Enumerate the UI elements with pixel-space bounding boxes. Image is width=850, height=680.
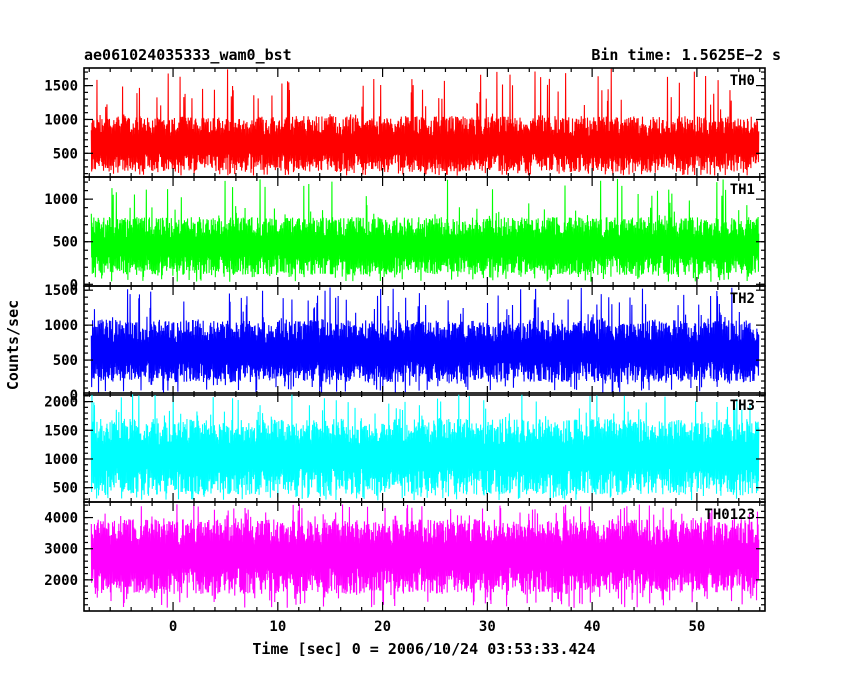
xtick-label: 50 — [688, 619, 705, 635]
th0-series-line — [90, 68, 760, 176]
bin-time-label: Bin time: 1.5625E−2 s — [591, 46, 781, 64]
th2-ytick-label: 0 — [70, 388, 78, 404]
y-axis-label: Counts/sec — [4, 300, 22, 390]
th0-series-label: TH0 — [730, 73, 755, 89]
xtick-label: 20 — [374, 619, 391, 635]
th0123-series-line — [90, 503, 760, 608]
th3-ytick-label: 2000 — [44, 395, 78, 411]
th1-series-line — [90, 178, 760, 282]
th0-ytick-label: 500 — [53, 146, 78, 162]
th1-ytick-label: 0 — [70, 277, 78, 293]
th2-series-line — [90, 287, 760, 394]
th3-series-line — [90, 394, 760, 501]
th2-ytick-label: 500 — [53, 353, 78, 369]
xtick-label: 40 — [584, 619, 601, 635]
th3-series-label: TH3 — [730, 398, 755, 414]
th0-ytick-label: 1000 — [44, 112, 78, 128]
th0123-ytick-label: 3000 — [44, 542, 78, 558]
chart-title: ae061024035333_wam0_bst — [84, 46, 292, 64]
th2-ytick-label: 1500 — [44, 283, 78, 299]
x-axis-label: Time [sec] 0 = 2006/10/24 03:53:33.424 — [252, 640, 595, 658]
th3-ytick-label: 1000 — [44, 452, 78, 468]
th3-ytick-label: 1500 — [44, 423, 78, 439]
th0123-ytick-label: 2000 — [44, 573, 78, 589]
th0-ytick-label: 1500 — [44, 79, 78, 95]
xtick-label: 10 — [269, 619, 286, 635]
th0123-ytick-label: 4000 — [44, 511, 78, 527]
th1-series-label: TH1 — [730, 182, 755, 198]
xtick-label: 30 — [479, 619, 496, 635]
th1-ytick-label: 1000 — [44, 192, 78, 208]
th2-series-label: TH2 — [730, 291, 755, 307]
th1-ytick-label: 500 — [53, 235, 78, 251]
xtick-label: 0 — [169, 619, 177, 635]
th3-ytick-label: 500 — [53, 481, 78, 497]
th2-ytick-label: 1000 — [44, 318, 78, 334]
th0123-series-label: TH0123 — [704, 507, 755, 523]
